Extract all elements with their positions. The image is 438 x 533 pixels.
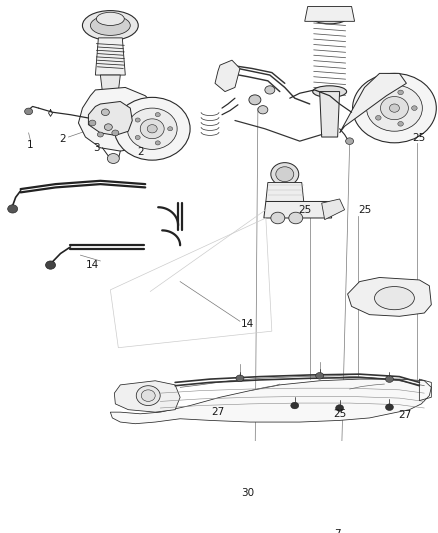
Polygon shape [348,278,431,316]
Polygon shape [264,201,332,218]
Circle shape [381,96,408,120]
Circle shape [276,167,294,182]
Ellipse shape [312,11,348,24]
Polygon shape [339,74,406,133]
Circle shape [375,96,381,101]
Circle shape [289,212,303,224]
Circle shape [25,108,32,115]
Circle shape [258,106,268,114]
Circle shape [107,154,119,164]
Circle shape [385,376,393,382]
Circle shape [135,135,140,140]
Text: 25: 25 [358,205,371,215]
Polygon shape [305,6,355,21]
Circle shape [271,212,285,224]
Circle shape [140,119,164,139]
Circle shape [265,86,275,94]
Circle shape [136,386,160,406]
Ellipse shape [374,287,414,310]
Circle shape [398,122,403,126]
Circle shape [367,85,422,131]
Polygon shape [110,379,431,424]
Circle shape [8,205,18,213]
Circle shape [236,375,244,382]
Text: 25: 25 [333,409,346,419]
Text: 27: 27 [212,407,225,417]
Circle shape [104,124,112,131]
Text: 27: 27 [398,410,411,419]
Circle shape [155,141,160,145]
Circle shape [89,120,96,126]
Circle shape [353,74,436,143]
Polygon shape [114,381,180,412]
Text: 25: 25 [413,133,426,143]
Text: 2: 2 [137,147,144,157]
Circle shape [389,104,399,112]
Polygon shape [321,199,345,220]
Text: 2: 2 [59,134,66,144]
Circle shape [155,112,160,117]
Polygon shape [320,92,339,137]
Ellipse shape [313,86,346,98]
Circle shape [114,98,190,160]
Circle shape [249,95,261,105]
Text: 25: 25 [298,205,311,215]
Ellipse shape [96,12,124,26]
Circle shape [97,132,103,137]
Circle shape [101,109,110,116]
Text: 30: 30 [241,488,254,498]
Circle shape [385,404,393,410]
Circle shape [112,130,119,136]
Circle shape [141,390,155,401]
Circle shape [127,108,177,149]
Circle shape [168,127,173,131]
Circle shape [147,125,157,133]
Circle shape [291,402,299,409]
Ellipse shape [82,11,138,41]
Text: 1: 1 [27,140,34,150]
Circle shape [412,106,417,110]
Polygon shape [100,75,120,92]
Circle shape [316,373,324,379]
Text: 3: 3 [93,143,100,153]
Polygon shape [95,38,125,75]
Text: 14: 14 [241,319,254,329]
Polygon shape [266,182,304,201]
Text: 7: 7 [334,529,341,533]
Polygon shape [215,60,240,92]
Circle shape [398,90,403,95]
Circle shape [271,163,299,186]
Polygon shape [88,101,132,135]
Circle shape [46,261,56,269]
Text: 14: 14 [86,260,99,270]
Polygon shape [78,87,162,151]
Circle shape [336,405,343,411]
Ellipse shape [90,15,130,35]
Circle shape [375,116,381,120]
Circle shape [346,138,353,144]
Circle shape [135,118,140,122]
